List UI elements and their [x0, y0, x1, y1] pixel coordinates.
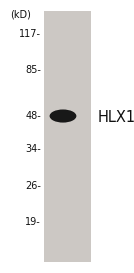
Ellipse shape — [50, 109, 76, 123]
Text: 19-: 19- — [25, 218, 41, 227]
FancyBboxPatch shape — [44, 11, 91, 262]
Text: 85-: 85- — [25, 65, 41, 75]
Text: 117-: 117- — [19, 29, 41, 39]
Text: 48-: 48- — [25, 111, 41, 121]
Text: 34-: 34- — [25, 144, 41, 154]
Text: (kD): (kD) — [10, 10, 31, 20]
Text: HLX1: HLX1 — [97, 110, 134, 125]
Text: 26-: 26- — [25, 181, 41, 191]
